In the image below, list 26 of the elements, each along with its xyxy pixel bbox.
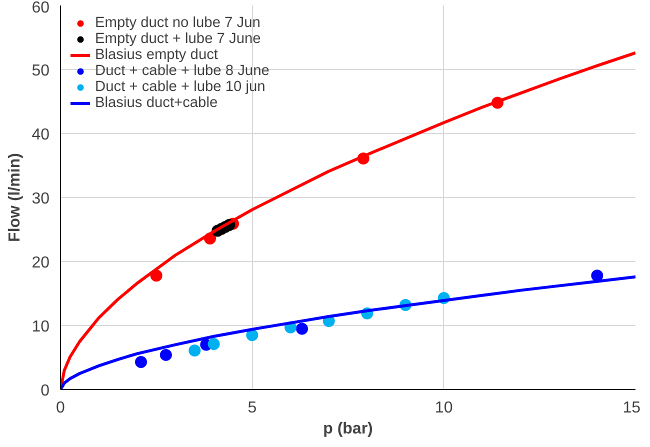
x-tick-label: 0 — [56, 400, 66, 416]
x-tick-label: 15 — [622, 400, 641, 416]
legend-label: Duct + cable + lube 8 June — [95, 63, 270, 79]
y-tick-label: 20 — [32, 254, 50, 272]
x-tick-label: 5 — [248, 400, 257, 416]
legend-label: Blasius duct+cable — [95, 95, 218, 111]
point — [188, 344, 201, 356]
legend-label: Blasius empty duct — [95, 47, 218, 63]
y-tick-label: 0 — [40, 382, 50, 400]
x-axis-title: p (bar) — [323, 420, 373, 438]
y-tick-label: 10 — [32, 318, 50, 336]
point — [591, 270, 604, 282]
x-tick-label: 10 — [434, 400, 453, 416]
point — [208, 338, 220, 350]
y-tick-label: 60 — [32, 0, 50, 16]
y-tick-label: 30 — [32, 190, 50, 208]
y-axis-title: Flow (l/min) — [6, 153, 24, 242]
legend-label: Duct + cable + lube 10 jun — [95, 79, 266, 95]
point — [135, 356, 147, 368]
point — [160, 348, 172, 361]
point — [296, 322, 308, 335]
legend-label: Empty duct + lube 7 June — [95, 31, 261, 47]
legend-label: Empty duct no lube 7 Jun — [95, 15, 260, 31]
y-tick-label: 50 — [32, 62, 50, 80]
point — [246, 329, 258, 342]
y-tick-label: 40 — [32, 126, 50, 144]
